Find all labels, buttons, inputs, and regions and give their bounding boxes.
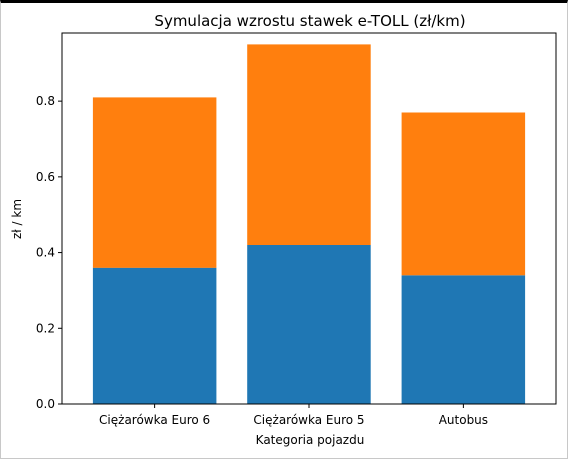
y-axis-label: zł / km bbox=[10, 199, 24, 239]
bar-segment-1-1 bbox=[92, 267, 217, 404]
bar-segment-1-3 bbox=[401, 275, 526, 404]
bar-segment-2-2 bbox=[247, 44, 371, 246]
y-tick-label: 0.0 bbox=[36, 397, 55, 411]
y-tick-label: 0.8 bbox=[36, 94, 55, 108]
bar-segment-2-3 bbox=[401, 112, 526, 276]
x-tick-label: Ciężarówka Euro 5 bbox=[253, 413, 364, 427]
bars-group bbox=[92, 44, 526, 404]
y-tick-label: 0.4 bbox=[36, 246, 55, 260]
y-axis: 0.0 0.2 0.4 0.6 0.8 bbox=[36, 94, 62, 411]
bar-segment-1-2 bbox=[247, 245, 371, 404]
y-tick-label: 0.2 bbox=[36, 321, 55, 335]
x-axis-label: Kategoria pojazdu bbox=[256, 433, 365, 447]
y-tick-label: 0.6 bbox=[36, 170, 55, 184]
chart-title: Symulacja wzrostu stawek e-TOLL (zł/km) bbox=[154, 12, 465, 30]
bar-segment-2-1 bbox=[92, 97, 217, 268]
x-tick-label: Ciężarówka Euro 6 bbox=[99, 413, 210, 427]
x-axis: Ciężarówka Euro 6 Ciężarówka Euro 5 Autobu… bbox=[99, 404, 488, 427]
x-tick-label: Autobus bbox=[439, 413, 488, 427]
